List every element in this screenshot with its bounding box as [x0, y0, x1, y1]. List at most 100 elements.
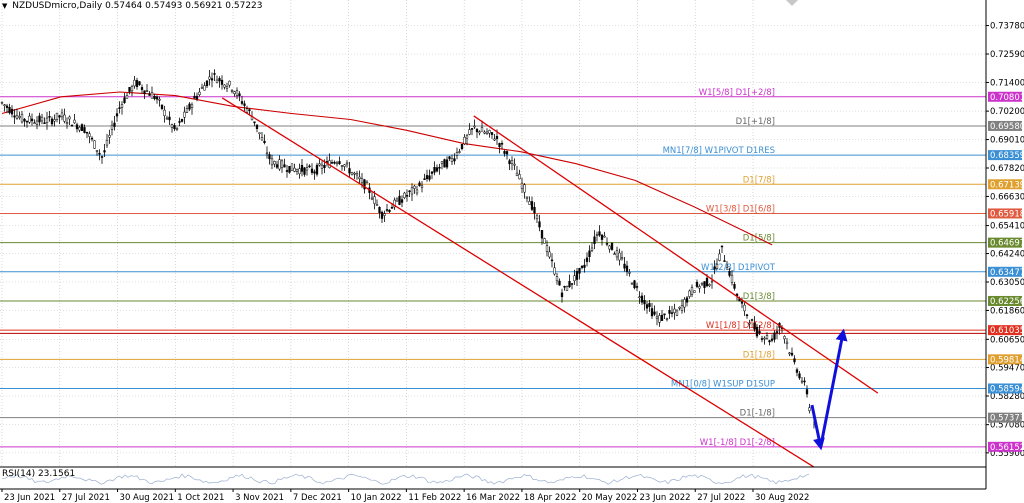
candle-body: [168, 116, 171, 121]
candle-body: [555, 276, 559, 282]
candle-body: [725, 267, 729, 270]
price-tick-label: 0.57080: [990, 421, 1024, 431]
price-tag-label: 0.69580: [990, 122, 1024, 132]
candle-body: [478, 131, 481, 134]
candle-body: [645, 304, 649, 309]
candle-body: [358, 176, 361, 179]
price-tag: [988, 383, 1022, 394]
candle-body: [390, 206, 394, 209]
time-tick-label: 18 Apr 2022: [524, 493, 577, 503]
level-label: D1[3/8]: [743, 292, 775, 302]
candle-body: [260, 137, 264, 141]
forecast-arrows[interactable]: [810, 328, 848, 451]
grid: [0, 0, 986, 466]
candle-body: [138, 81, 141, 85]
candle-body: [560, 292, 564, 298]
candle-body: [728, 271, 731, 276]
chart-header: ▼ NZDUSDmicro,Daily 0.57464 0.57493 0.56…: [2, 1, 263, 11]
candle-body: [110, 124, 114, 130]
candle-body: [603, 235, 606, 238]
candle-body: [333, 161, 336, 164]
dropdown-triangle-icon[interactable]: ▼: [2, 2, 8, 10]
candle-body: [290, 163, 294, 171]
price-tick-label: 0.64240: [990, 250, 1024, 260]
price-tick-label: 0.67820: [990, 164, 1024, 174]
candle-body: [605, 243, 609, 245]
candle-body: [95, 150, 99, 152]
candle-body: [38, 115, 41, 123]
candle-body: [5, 105, 9, 108]
candle-body: [398, 195, 401, 205]
candle-body: [378, 206, 381, 213]
moving-average: [1, 91, 773, 246]
candle-body: [453, 158, 456, 162]
candle-body: [63, 114, 66, 122]
time-tick-label: 1 Oct 2021: [177, 493, 224, 503]
candle-body: [13, 115, 16, 118]
candle-body: [218, 78, 221, 82]
level-label: W1[-1/8] D1[-2/8]: [700, 438, 775, 448]
candle-body: [70, 124, 74, 127]
price-tick-label: 0.69010: [990, 136, 1024, 146]
candle-body: [418, 182, 421, 186]
candle-body: [345, 162, 349, 165]
price-tick-label: 0.66630: [990, 192, 1024, 202]
candle-body: [185, 108, 189, 113]
level-label: W1[2/8] D1PIVOT: [701, 263, 776, 273]
price-tick-label: 0.55900: [990, 449, 1024, 459]
time-tick-label: 10 Jan 2022: [351, 493, 402, 503]
candle-body: [178, 121, 181, 123]
time-tick-label: 20 May 2022: [582, 493, 637, 503]
candle-body: [265, 152, 269, 155]
candle-body: [655, 316, 659, 319]
price-tag-label: 0.59814: [990, 355, 1024, 365]
candle-body: [710, 280, 714, 283]
rsi-line: [2, 473, 810, 485]
candle-body: [465, 135, 469, 139]
candle-body: [723, 260, 726, 262]
price-tag-label: 0.58594: [990, 384, 1024, 394]
candle-body: [590, 247, 594, 251]
candle-body: [423, 178, 426, 180]
candle-body: [448, 156, 451, 159]
candle-body: [20, 113, 24, 123]
candle-body: [520, 182, 524, 189]
candle-body: [585, 257, 589, 262]
time-tick-label: 16 Mar 2022: [466, 493, 520, 503]
candle-body: [75, 124, 79, 130]
candle-body: [80, 124, 84, 132]
channel-lines[interactable]: [221, 97, 879, 477]
candle-body: [690, 287, 694, 295]
candle-body: [400, 199, 404, 203]
candle-body: [313, 171, 316, 174]
candle-body: [15, 115, 19, 119]
candle-body: [413, 185, 416, 189]
candle-body: [718, 253, 721, 261]
candle-body: [198, 91, 201, 96]
candle-body: [315, 164, 319, 175]
candle-body: [748, 322, 751, 325]
candle-body: [408, 190, 411, 193]
candle-body: [203, 85, 206, 91]
candle-body: [638, 296, 641, 298]
time-tick-label: 11 Feb 2022: [408, 493, 461, 503]
candle-body: [285, 170, 289, 172]
candle-body: [143, 90, 146, 94]
candle-body: [98, 152, 101, 155]
candle-body: [35, 120, 39, 125]
candle-body: [280, 160, 284, 168]
candle-body: [455, 152, 459, 156]
candle-body: [523, 184, 526, 193]
candle-body: [238, 93, 241, 97]
candle-body: [688, 290, 691, 297]
candle-body: [575, 271, 579, 280]
candle-body: [160, 104, 164, 109]
candle-body: [793, 358, 796, 363]
candle-body: [628, 272, 631, 274]
candle-body: [153, 95, 156, 99]
candle-body: [100, 156, 104, 158]
candle-body: [288, 166, 291, 173]
candle-body: [155, 96, 159, 100]
candle-body: [128, 87, 131, 92]
